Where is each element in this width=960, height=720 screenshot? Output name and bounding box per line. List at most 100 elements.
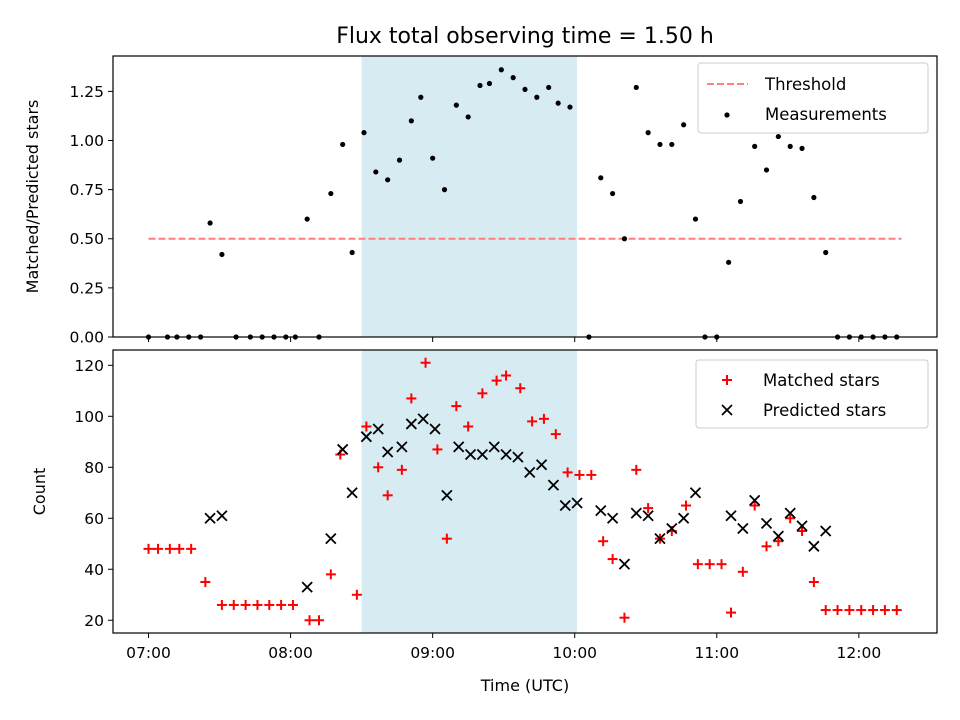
x-tick-label: 09:00 (410, 644, 455, 662)
matched-star-point (420, 357, 431, 368)
matched-star-point (538, 413, 549, 424)
legend-measurements-swatch (724, 112, 730, 118)
x-tick-label: 11:00 (694, 644, 739, 662)
measurement-point (498, 67, 504, 73)
measurement-point (373, 169, 379, 175)
x-stroke (204, 512, 216, 524)
matched-star-point (432, 444, 443, 455)
measurement-point (385, 177, 391, 183)
x-axis-label: Time (UTC) (480, 676, 569, 695)
predicted-star-point (654, 533, 666, 545)
measurement-point (763, 167, 770, 173)
predicted-star-point (372, 423, 384, 435)
matched-star-point (716, 559, 727, 570)
x-stroke (618, 558, 631, 570)
matched-star-point (868, 605, 879, 616)
measurement-point (621, 236, 628, 242)
predicted-star-point (595, 504, 607, 517)
measurement-point (669, 141, 675, 148)
measurement-point (546, 84, 552, 91)
top-axes-frame (112, 55, 938, 338)
x-stroke (725, 510, 737, 522)
matched-star-point (773, 536, 784, 547)
predicted-star-point (488, 441, 500, 453)
matched-star-point (463, 421, 474, 432)
matched-star-point (396, 464, 407, 475)
measurement-point (823, 249, 829, 256)
bottom-legend: Matched stars Predicted stars (695, 359, 929, 429)
x-stroke (654, 533, 666, 545)
measurement-point (418, 94, 424, 100)
top-highlight-span (361, 56, 578, 337)
x-tick-label: 10:00 (552, 644, 597, 662)
matched-star-point (527, 416, 538, 427)
predicted-star-point (337, 443, 349, 456)
measurement-point (408, 118, 414, 124)
matched-star-point (515, 383, 526, 394)
x-stroke (325, 533, 337, 545)
matched-star-point (856, 605, 867, 616)
x-stroke (772, 530, 784, 542)
matched-star-point (304, 615, 315, 626)
predicted-star-point (441, 489, 453, 501)
legend-threshold-label: Threshold (764, 75, 846, 94)
matched-star-point (264, 599, 275, 610)
predicted-star-point (749, 494, 761, 507)
predicted-star-point (618, 558, 631, 570)
top-x-ticks (148, 337, 860, 342)
predicted-star-point (360, 431, 372, 443)
matched-star-point (325, 569, 336, 580)
matched-star-point (351, 589, 362, 600)
x-stroke (689, 487, 702, 499)
measurement-point (430, 155, 436, 161)
x-stroke (488, 441, 500, 453)
matched-star-point (820, 605, 831, 616)
predicted-star-point (429, 423, 441, 435)
legend-predicted-label: Predicted stars (763, 401, 886, 420)
matched-star-point (726, 607, 736, 618)
legend-matched-label: Matched stars (763, 371, 880, 390)
predicted-star-point (512, 451, 524, 463)
measurement-point (441, 187, 448, 193)
y-tick-label: 100 (74, 408, 104, 426)
predicted-star-point (559, 499, 571, 512)
x-stroke (396, 441, 408, 453)
measurement-point (799, 145, 805, 151)
measurement-point (304, 216, 310, 222)
x-stroke (666, 522, 678, 535)
y-tick-label: 0.50 (69, 230, 104, 248)
matched-star-point (361, 421, 372, 432)
predicted-star-point (642, 510, 654, 522)
matched-star-point (186, 543, 197, 554)
y-tick-label: 1.25 (69, 83, 104, 101)
matched-star-point (797, 526, 808, 537)
measurement-point (328, 190, 334, 197)
matched-star-point (891, 605, 902, 616)
measurement-point (207, 220, 213, 226)
x-stroke (630, 507, 642, 519)
matched-star-point (879, 605, 890, 616)
matched-star-point (314, 615, 324, 626)
predicted-star-point (464, 448, 477, 461)
x-stroke (476, 448, 489, 461)
legend-measurements-label: Measurements (765, 105, 887, 124)
measurement-point (340, 141, 346, 148)
predicted-star-point (571, 497, 583, 509)
bottom-x-ticks: 07:00 08:00 09:00 10:00 11:00 12:00 (126, 633, 881, 662)
matched-star-point (287, 599, 298, 610)
predicted-star-point (630, 507, 642, 519)
measurement-point (534, 94, 540, 100)
predicted-star-point (216, 510, 228, 522)
matched-star-point (737, 566, 748, 577)
predicted-star-point (678, 512, 690, 524)
measurement-point (598, 175, 604, 181)
x-stroke (547, 479, 560, 491)
measurement-point (555, 100, 561, 106)
predicted-star-point (535, 459, 548, 471)
x-stroke (606, 512, 619, 524)
predicted-star-point (476, 448, 489, 461)
legend-x-marker (721, 404, 733, 416)
matched-star-point (451, 401, 462, 412)
matched-star-point (240, 599, 251, 610)
x-stroke (346, 487, 358, 499)
